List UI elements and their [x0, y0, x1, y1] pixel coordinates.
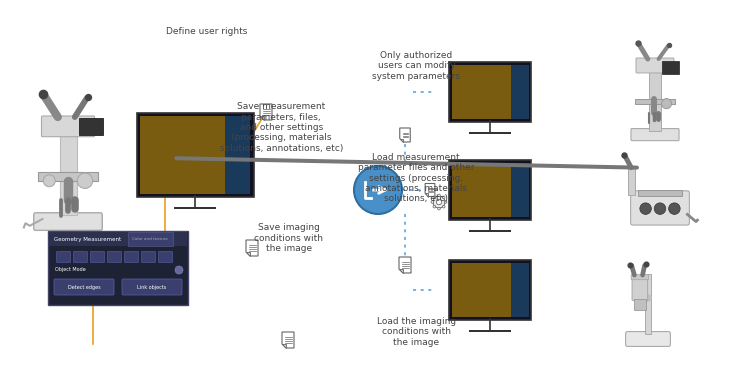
FancyBboxPatch shape: [122, 279, 182, 295]
Text: Load the imaging
conditions with
the image: Load the imaging conditions with the ima…: [376, 317, 456, 347]
Text: Save imaging
conditions with
the image: Save imaging conditions with the image: [254, 223, 323, 253]
FancyBboxPatch shape: [634, 299, 646, 310]
Circle shape: [438, 207, 440, 210]
FancyBboxPatch shape: [49, 232, 187, 246]
Polygon shape: [399, 257, 411, 273]
FancyBboxPatch shape: [452, 163, 512, 217]
Circle shape: [438, 194, 440, 197]
Polygon shape: [260, 116, 264, 120]
FancyBboxPatch shape: [48, 231, 188, 305]
FancyBboxPatch shape: [512, 65, 529, 119]
Polygon shape: [400, 138, 404, 142]
FancyBboxPatch shape: [452, 65, 512, 119]
FancyBboxPatch shape: [38, 172, 98, 181]
Circle shape: [77, 173, 93, 188]
Circle shape: [669, 203, 680, 214]
FancyBboxPatch shape: [662, 62, 679, 74]
Polygon shape: [282, 344, 286, 348]
Text: Save measurement
parameters, files,
and other settings
(processing, materials
so: Save measurement parameters, files, and …: [220, 102, 343, 153]
FancyBboxPatch shape: [128, 232, 173, 246]
Circle shape: [354, 166, 402, 214]
FancyBboxPatch shape: [91, 252, 104, 262]
Circle shape: [433, 196, 436, 199]
FancyBboxPatch shape: [449, 62, 531, 122]
FancyBboxPatch shape: [631, 129, 679, 141]
FancyBboxPatch shape: [638, 190, 682, 196]
Polygon shape: [400, 128, 410, 142]
Circle shape: [654, 203, 666, 214]
Circle shape: [442, 206, 445, 208]
FancyBboxPatch shape: [224, 116, 250, 194]
FancyBboxPatch shape: [56, 252, 70, 262]
Circle shape: [662, 99, 671, 109]
Text: Only authorized
users can modify
system parameters: Only authorized users can modify system …: [372, 51, 460, 81]
FancyBboxPatch shape: [449, 260, 531, 320]
Text: Object Mode: Object Mode: [55, 267, 86, 273]
Text: Color and texture: Color and texture: [132, 237, 168, 241]
FancyBboxPatch shape: [74, 252, 88, 262]
Circle shape: [640, 203, 651, 214]
Circle shape: [431, 201, 433, 203]
Text: Geometry Measurement: Geometry Measurement: [54, 237, 122, 242]
Text: Define user rights: Define user rights: [166, 27, 247, 36]
FancyBboxPatch shape: [636, 58, 674, 73]
Circle shape: [44, 175, 55, 187]
Polygon shape: [399, 269, 403, 273]
Polygon shape: [425, 193, 428, 196]
Polygon shape: [246, 240, 258, 256]
FancyBboxPatch shape: [136, 113, 254, 197]
FancyBboxPatch shape: [452, 263, 512, 317]
FancyBboxPatch shape: [632, 277, 648, 300]
FancyBboxPatch shape: [631, 191, 689, 225]
Text: Load measurement
parameter files and other
settings (processing,
annotations, ma: Load measurement parameter files and oth…: [358, 153, 475, 203]
Polygon shape: [260, 104, 272, 120]
Circle shape: [442, 196, 445, 199]
FancyBboxPatch shape: [650, 59, 661, 131]
FancyBboxPatch shape: [142, 252, 155, 262]
FancyBboxPatch shape: [34, 213, 102, 230]
Circle shape: [175, 266, 183, 274]
Polygon shape: [246, 252, 250, 256]
FancyBboxPatch shape: [80, 118, 103, 135]
FancyBboxPatch shape: [626, 332, 670, 346]
Circle shape: [436, 199, 442, 205]
Circle shape: [433, 206, 436, 208]
FancyBboxPatch shape: [54, 279, 114, 295]
Polygon shape: [425, 183, 435, 196]
Text: Link objects: Link objects: [137, 285, 166, 290]
Circle shape: [444, 201, 447, 203]
FancyBboxPatch shape: [158, 252, 172, 262]
Text: Detect edges: Detect edges: [68, 285, 100, 290]
Circle shape: [433, 196, 445, 208]
FancyBboxPatch shape: [140, 116, 224, 194]
FancyBboxPatch shape: [124, 252, 139, 262]
Polygon shape: [282, 332, 294, 348]
FancyBboxPatch shape: [449, 160, 531, 220]
FancyBboxPatch shape: [512, 163, 529, 217]
FancyBboxPatch shape: [628, 168, 634, 195]
FancyBboxPatch shape: [59, 117, 76, 215]
FancyBboxPatch shape: [634, 99, 675, 104]
FancyBboxPatch shape: [632, 274, 649, 280]
FancyBboxPatch shape: [512, 263, 529, 317]
FancyBboxPatch shape: [41, 116, 94, 137]
FancyBboxPatch shape: [644, 274, 652, 334]
FancyBboxPatch shape: [107, 252, 122, 262]
